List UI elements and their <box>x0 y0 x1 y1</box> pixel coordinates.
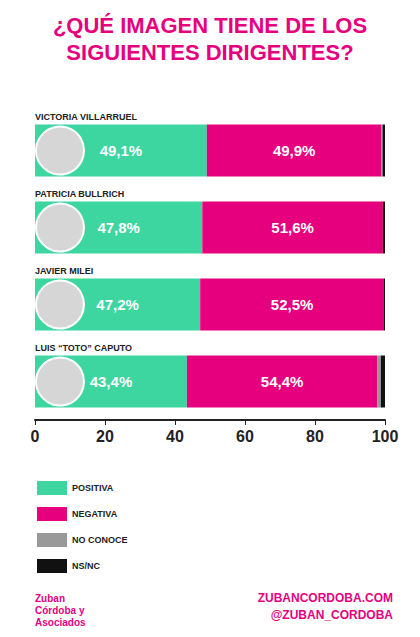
svg-text:47,2%: 47,2% <box>96 296 139 313</box>
svg-text:40: 40 <box>166 428 184 445</box>
svg-text:0: 0 <box>31 428 40 445</box>
svg-text:20: 20 <box>96 428 114 445</box>
svg-text:54,4%: 54,4% <box>261 373 304 390</box>
svg-text:Zuban: Zuban <box>35 593 65 604</box>
svg-text:100: 100 <box>372 428 399 445</box>
svg-text:Córdoba y: Córdoba y <box>35 605 85 616</box>
svg-text:JAVIER MILEI: JAVIER MILEI <box>35 266 93 276</box>
svg-text:52,5%: 52,5% <box>271 296 314 313</box>
svg-text:PATRICIA BULLRICH: PATRICIA BULLRICH <box>35 189 124 199</box>
svg-text:51,6%: 51,6% <box>271 219 314 236</box>
svg-text:VICTORIA VILLARRUEL: VICTORIA VILLARRUEL <box>35 112 138 122</box>
svg-text:ZUBANCORDOBA.COM: ZUBANCORDOBA.COM <box>258 591 393 605</box>
svg-text:¿QUÉ IMAGEN TIENE DE LOS: ¿QUÉ IMAGEN TIENE DE LOS <box>53 13 367 38</box>
svg-text:60: 60 <box>236 428 254 445</box>
svg-text:47,8%: 47,8% <box>97 219 140 236</box>
svg-text:49,9%: 49,9% <box>273 142 316 159</box>
svg-text:43,4%: 43,4% <box>90 373 133 390</box>
svg-text:49,1%: 49,1% <box>100 142 143 159</box>
svg-text:SIGUIENTES DIRIGENTES?: SIGUIENTES DIRIGENTES? <box>66 40 353 65</box>
svg-text:NEGATIVA: NEGATIVA <box>72 509 118 519</box>
svg-text:@ZUBAN_CORDOBA: @ZUBAN_CORDOBA <box>271 608 394 622</box>
svg-text:POSITIVA: POSITIVA <box>72 483 114 493</box>
svg-text:NO CONOCE: NO CONOCE <box>72 535 128 545</box>
svg-text:LUIS “TOTO” CAPUTO: LUIS “TOTO” CAPUTO <box>35 343 132 353</box>
svg-text:NS/NC: NS/NC <box>72 561 101 571</box>
svg-text:80: 80 <box>306 428 324 445</box>
svg-text:Asociados: Asociados <box>35 617 86 628</box>
